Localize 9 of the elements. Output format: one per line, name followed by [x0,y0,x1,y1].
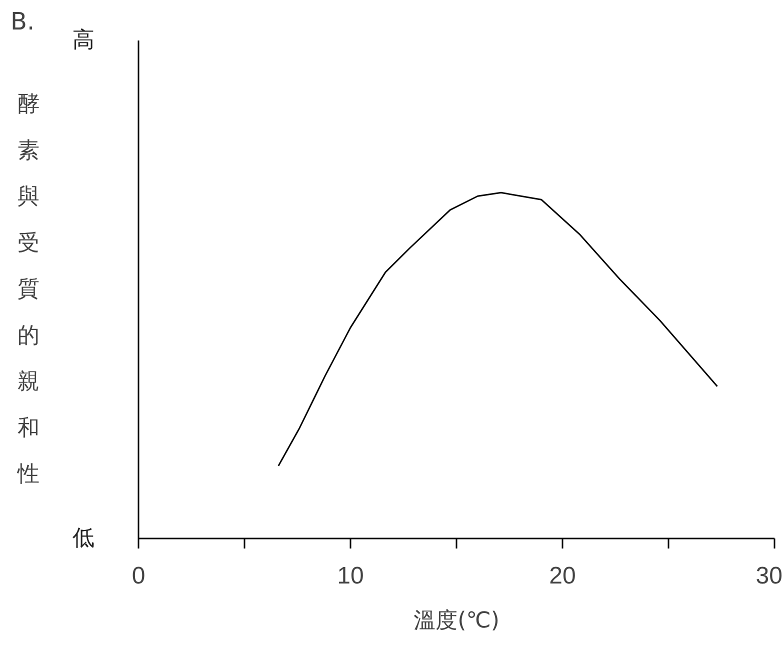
x-tick-label: 30 [756,562,782,590]
text: 高 [72,28,94,53]
x-axis-title: 溫度(℃) [414,608,500,634]
x-tick-label: 20 [549,562,576,590]
chart-title: B. [10,8,35,36]
text: 低 [72,526,94,551]
text: 酵素與受質的親和性 [18,92,40,487]
x-tick-label: 10 [337,562,364,590]
x-tick-label: 0 [132,562,146,590]
